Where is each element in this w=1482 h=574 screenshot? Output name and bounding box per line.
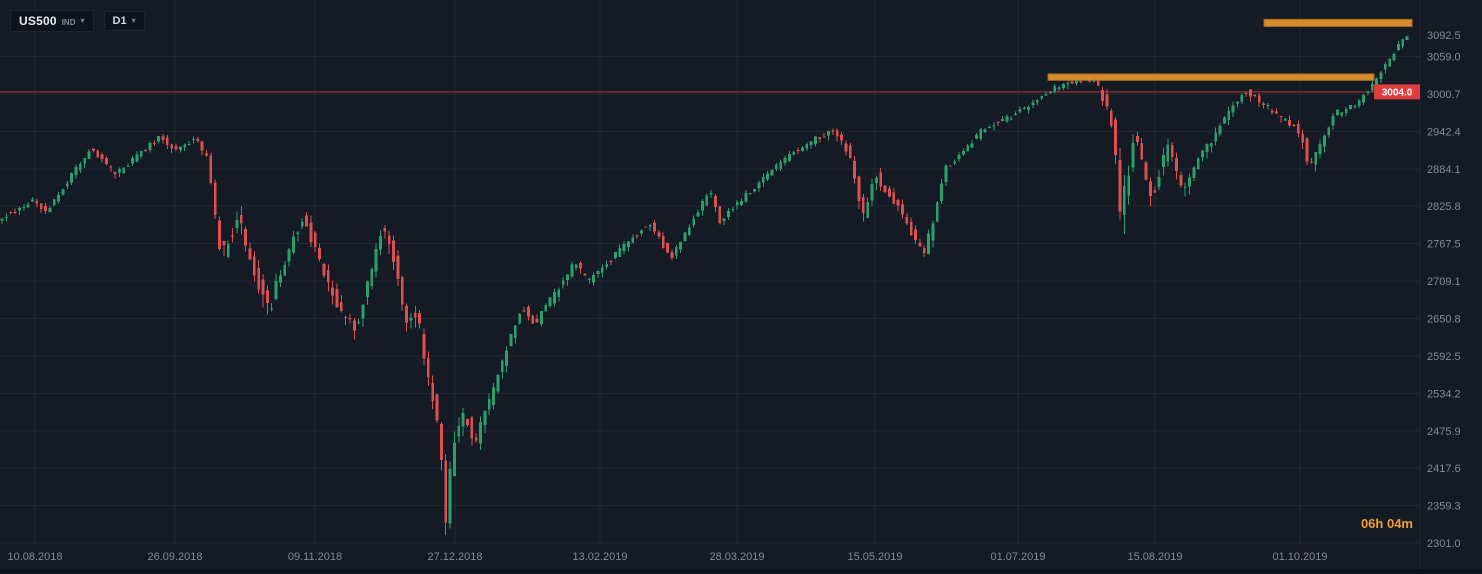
time-axis-label: 15.05.2019: [847, 551, 902, 563]
price-axis[interactable]: 3092.5 3059.0 3000.7 2942.4 2884.1 2825.8 2767…: [1419, 0, 1461, 574]
symbol-selector[interactable]: US500 IND ▾: [10, 10, 94, 32]
price-axis-label: 3059.0: [1427, 52, 1461, 64]
current-price-badge: 3004.0: [1374, 84, 1420, 100]
price-axis-label: 2301.0: [1427, 538, 1461, 550]
candles-layer: [0, 35, 1409, 535]
symbol-type-label: IND: [61, 17, 76, 27]
grid-lines: [0, 0, 1420, 545]
price-axis-label: 2534.2: [1427, 388, 1461, 400]
time-axis-label: 01.07.2019: [990, 551, 1045, 563]
price-axis-label: 2475.9: [1427, 426, 1461, 438]
drawing-zones: [1047, 18, 1413, 81]
price-axis-label: 2709.1: [1427, 276, 1461, 288]
time-axis-label: 13.02.2019: [572, 551, 627, 563]
bottom-edge-strip: [0, 569, 1482, 574]
svg-text:3004.0: 3004.0: [1382, 87, 1413, 98]
time-axis-label: 26.09.2018: [147, 551, 202, 563]
price-axis-label: 2884.1: [1427, 164, 1461, 176]
time-axis-label: 01.10.2019: [1272, 551, 1327, 563]
chevron-down-icon: ▾: [131, 16, 136, 25]
time-axis-label: 09.11.2018: [288, 551, 342, 563]
price-axis-label: 2417.6: [1427, 463, 1461, 475]
timeframe-label: D1: [112, 15, 127, 27]
price-axis-label: 2767.5: [1427, 239, 1461, 251]
time-axis-label: 10.08.2018: [7, 551, 62, 563]
price-axis-label: 3000.7: [1427, 89, 1461, 101]
candle-countdown: 06h 04m: [1360, 516, 1413, 531]
chevron-down-icon: ▾: [80, 16, 85, 25]
time-axis-label: 15.08.2019: [1127, 551, 1182, 563]
price-axis-label: 2592.5: [1427, 351, 1461, 363]
resistance-zone[interactable]: [1047, 73, 1375, 81]
price-axis-label: 2359.3: [1427, 501, 1461, 513]
price-axis-label: 2942.4: [1427, 126, 1461, 138]
chart-toolbar: US500 IND ▾ D1 ▾: [10, 10, 145, 32]
time-axis-label: 28.03.2019: [709, 551, 764, 563]
time-axis[interactable]: 10.08.2018 26.09.2018 09.11.2018 27.12.2018…: [7, 551, 1327, 563]
timeframe-selector[interactable]: D1 ▾: [103, 11, 145, 31]
time-axis-label: 27.12.2018: [427, 551, 482, 563]
resistance-zone[interactable]: [1263, 18, 1413, 27]
symbol-label: US500: [19, 14, 57, 28]
price-axis-label: 3092.5: [1427, 30, 1461, 42]
price-axis-label: 2825.8: [1427, 201, 1461, 213]
price-axis-label: 2650.8: [1427, 314, 1461, 326]
